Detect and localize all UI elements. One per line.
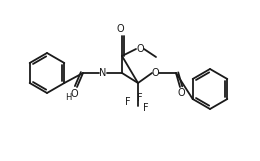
Text: F: F	[125, 97, 131, 107]
Text: F: F	[137, 93, 143, 103]
Text: O: O	[177, 88, 185, 98]
Text: H: H	[65, 93, 71, 101]
Text: O: O	[136, 44, 144, 54]
Text: O: O	[70, 89, 78, 99]
Text: F: F	[143, 103, 149, 113]
Text: N: N	[99, 68, 107, 78]
Text: O: O	[116, 24, 124, 34]
Text: O: O	[151, 68, 159, 78]
